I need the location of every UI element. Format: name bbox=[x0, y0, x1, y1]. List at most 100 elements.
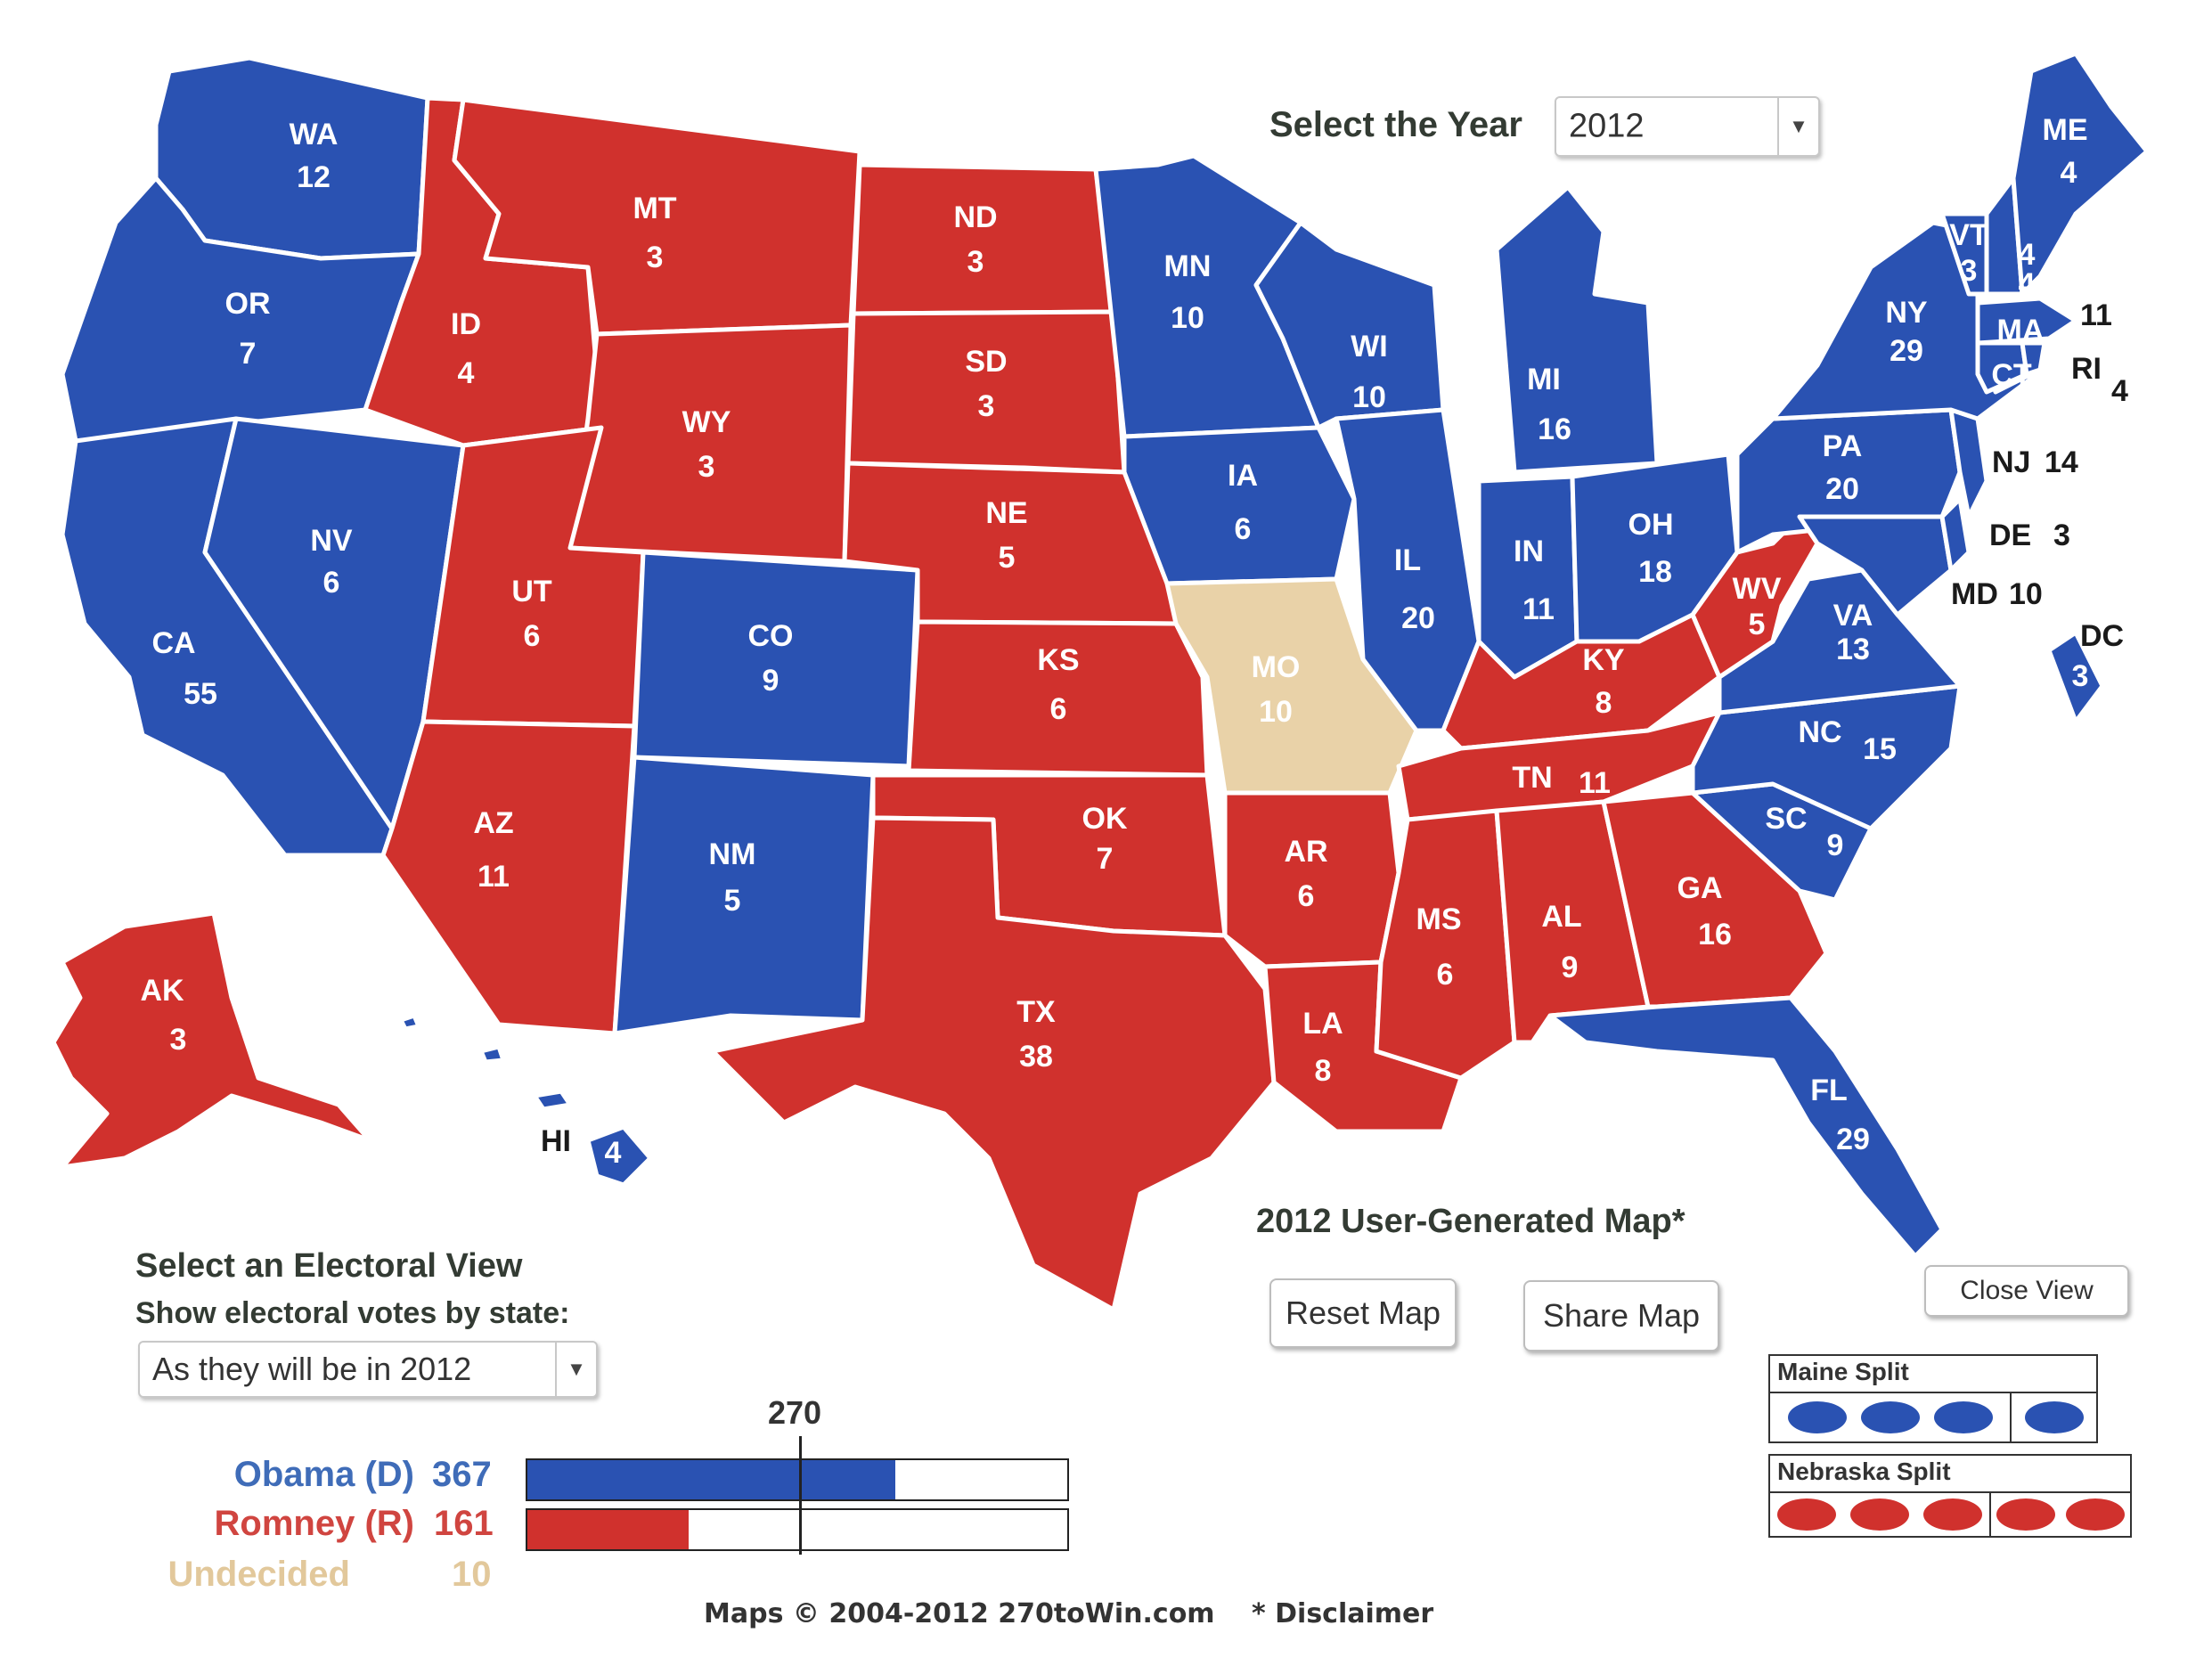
state-hi[interactable] bbox=[585, 1124, 653, 1188]
state-hi-island-4 bbox=[398, 1013, 421, 1032]
state-in[interactable] bbox=[1476, 474, 1579, 680]
svg-text:RI: RI bbox=[2071, 352, 2102, 386]
svg-text:SD: SD bbox=[965, 345, 1007, 379]
maine-split: Maine Split bbox=[1768, 1354, 2098, 1443]
state-ak[interactable] bbox=[51, 910, 372, 1170]
ev-md: 10 bbox=[2009, 577, 2043, 611]
ev-dc: 3 bbox=[2072, 659, 2089, 693]
maine-ev-oval bbox=[2024, 1401, 2084, 1433]
state-ks[interactable] bbox=[906, 619, 1210, 778]
ev-co: 9 bbox=[763, 664, 780, 698]
electoral-view-title: Select an Electoral View bbox=[135, 1247, 523, 1285]
ev-ky: 8 bbox=[1596, 686, 1612, 720]
ev-ar: 6 bbox=[1298, 879, 1315, 913]
ev-nv: 6 bbox=[323, 566, 340, 600]
svg-text:MI: MI bbox=[1527, 363, 1561, 396]
state-nm[interactable] bbox=[612, 755, 876, 1036]
romney-label: Romney (R) bbox=[214, 1504, 414, 1543]
svg-text:UT: UT bbox=[511, 575, 552, 608]
close-view-button[interactable]: Close View bbox=[1924, 1265, 2129, 1317]
state-mi[interactable] bbox=[1494, 184, 1660, 475]
nebraska-ev-oval bbox=[2066, 1498, 2125, 1531]
ev-ma: 11 bbox=[2080, 298, 2112, 332]
ev-la: 8 bbox=[1315, 1054, 1332, 1088]
state-co[interactable] bbox=[632, 550, 920, 769]
ev-ct: 7 bbox=[2050, 383, 2067, 417]
nebraska-ev-oval bbox=[1923, 1498, 1982, 1531]
svg-text:TX: TX bbox=[1016, 995, 1056, 1029]
year-select[interactable]: 2012 ▼ bbox=[1555, 96, 1820, 157]
svg-text:OK: OK bbox=[1082, 802, 1128, 836]
disclaimer-link[interactable]: * Disclaimer bbox=[1252, 1598, 1434, 1629]
state-me[interactable] bbox=[2011, 51, 2150, 297]
nebraska-cd-2-3[interactable] bbox=[1989, 1493, 2130, 1536]
ev-wa: 12 bbox=[297, 160, 331, 194]
nebraska-cd-statewide[interactable] bbox=[1770, 1493, 1989, 1536]
ev-nh: 4 bbox=[2019, 267, 2036, 301]
electoral-view-select[interactable]: As they will be in 2012 ▼ bbox=[138, 1341, 598, 1398]
svg-text:VA: VA bbox=[1833, 599, 1873, 633]
ev-ca: 55 bbox=[184, 677, 217, 711]
maine-cd-2[interactable] bbox=[2010, 1393, 2096, 1441]
ev-ks: 6 bbox=[1050, 692, 1067, 726]
ev-mi: 16 bbox=[1538, 412, 1571, 446]
ev-in: 11 bbox=[1522, 592, 1555, 626]
svg-text:FL: FL bbox=[1810, 1074, 1848, 1107]
romney-bar bbox=[526, 1508, 1069, 1551]
svg-text:KS: KS bbox=[1037, 643, 1079, 677]
ev-al: 9 bbox=[1562, 951, 1579, 984]
svg-text:WI: WI bbox=[1351, 330, 1388, 363]
ev-mo: 10 bbox=[1259, 695, 1293, 729]
svg-text:CO: CO bbox=[748, 619, 794, 653]
map-title: 2012 User-Generated Map* bbox=[1256, 1203, 1686, 1240]
state-de[interactable] bbox=[1939, 496, 1971, 573]
ev-az: 11 bbox=[477, 860, 510, 894]
ev-or: 7 bbox=[240, 337, 257, 371]
svg-text:MS: MS bbox=[1416, 902, 1462, 936]
svg-text:VT: VT bbox=[1949, 218, 1988, 252]
ev-fl: 29 bbox=[1836, 1123, 1870, 1156]
svg-text:NY: NY bbox=[1885, 296, 1928, 330]
svg-text:DC: DC bbox=[2080, 619, 2124, 653]
ev-ak: 3 bbox=[170, 1023, 187, 1057]
undecided-votes: 10 bbox=[452, 1555, 492, 1594]
svg-text:MO: MO bbox=[1252, 650, 1301, 684]
svg-text:TN: TN bbox=[1512, 761, 1552, 795]
chevron-down-icon: ▼ bbox=[555, 1343, 596, 1396]
ev-nc: 15 bbox=[1863, 732, 1897, 766]
state-tx[interactable] bbox=[710, 815, 1277, 1312]
obama-votes: 367 bbox=[432, 1455, 492, 1494]
state-wy[interactable] bbox=[567, 323, 853, 564]
ev-wy: 3 bbox=[698, 450, 715, 484]
svg-text:DE: DE bbox=[1989, 519, 2031, 552]
ev-tx: 38 bbox=[1019, 1040, 1053, 1074]
ev-sc: 9 bbox=[1827, 829, 1844, 862]
chevron-down-icon: ▼ bbox=[1777, 98, 1818, 155]
maine-ev-oval bbox=[1933, 1401, 1993, 1433]
svg-text:OH: OH bbox=[1628, 508, 1674, 542]
svg-text:NJ: NJ bbox=[1992, 445, 2030, 479]
state-ia[interactable] bbox=[1122, 425, 1357, 586]
state-dc[interactable] bbox=[2046, 630, 2105, 724]
state-ct[interactable] bbox=[1975, 340, 2029, 395]
state-ma[interactable] bbox=[1975, 296, 2078, 346]
share-map-button[interactable]: Share Map bbox=[1523, 1280, 1719, 1351]
state-nd[interactable] bbox=[851, 162, 1116, 316]
state-ri[interactable] bbox=[2020, 340, 2047, 377]
obama-label: Obama (D) bbox=[233, 1455, 414, 1494]
state-il[interactable] bbox=[1334, 407, 1481, 733]
svg-text:HI: HI bbox=[541, 1124, 571, 1158]
maine-cd-statewide[interactable] bbox=[1770, 1393, 2010, 1441]
state-fl[interactable] bbox=[1547, 995, 1945, 1259]
threshold-marker bbox=[799, 1436, 802, 1555]
ev-mt: 3 bbox=[647, 241, 664, 274]
obama-bar-fill bbox=[527, 1460, 896, 1499]
ev-de: 3 bbox=[2053, 519, 2070, 552]
ev-nd: 3 bbox=[967, 245, 984, 279]
svg-text:WV: WV bbox=[1733, 572, 1782, 606]
reset-map-button[interactable]: Reset Map bbox=[1269, 1278, 1457, 1348]
svg-text:KY: KY bbox=[1582, 643, 1625, 677]
year-value: 2012 bbox=[1569, 107, 1645, 145]
ev-tn: 11 bbox=[1579, 766, 1611, 800]
